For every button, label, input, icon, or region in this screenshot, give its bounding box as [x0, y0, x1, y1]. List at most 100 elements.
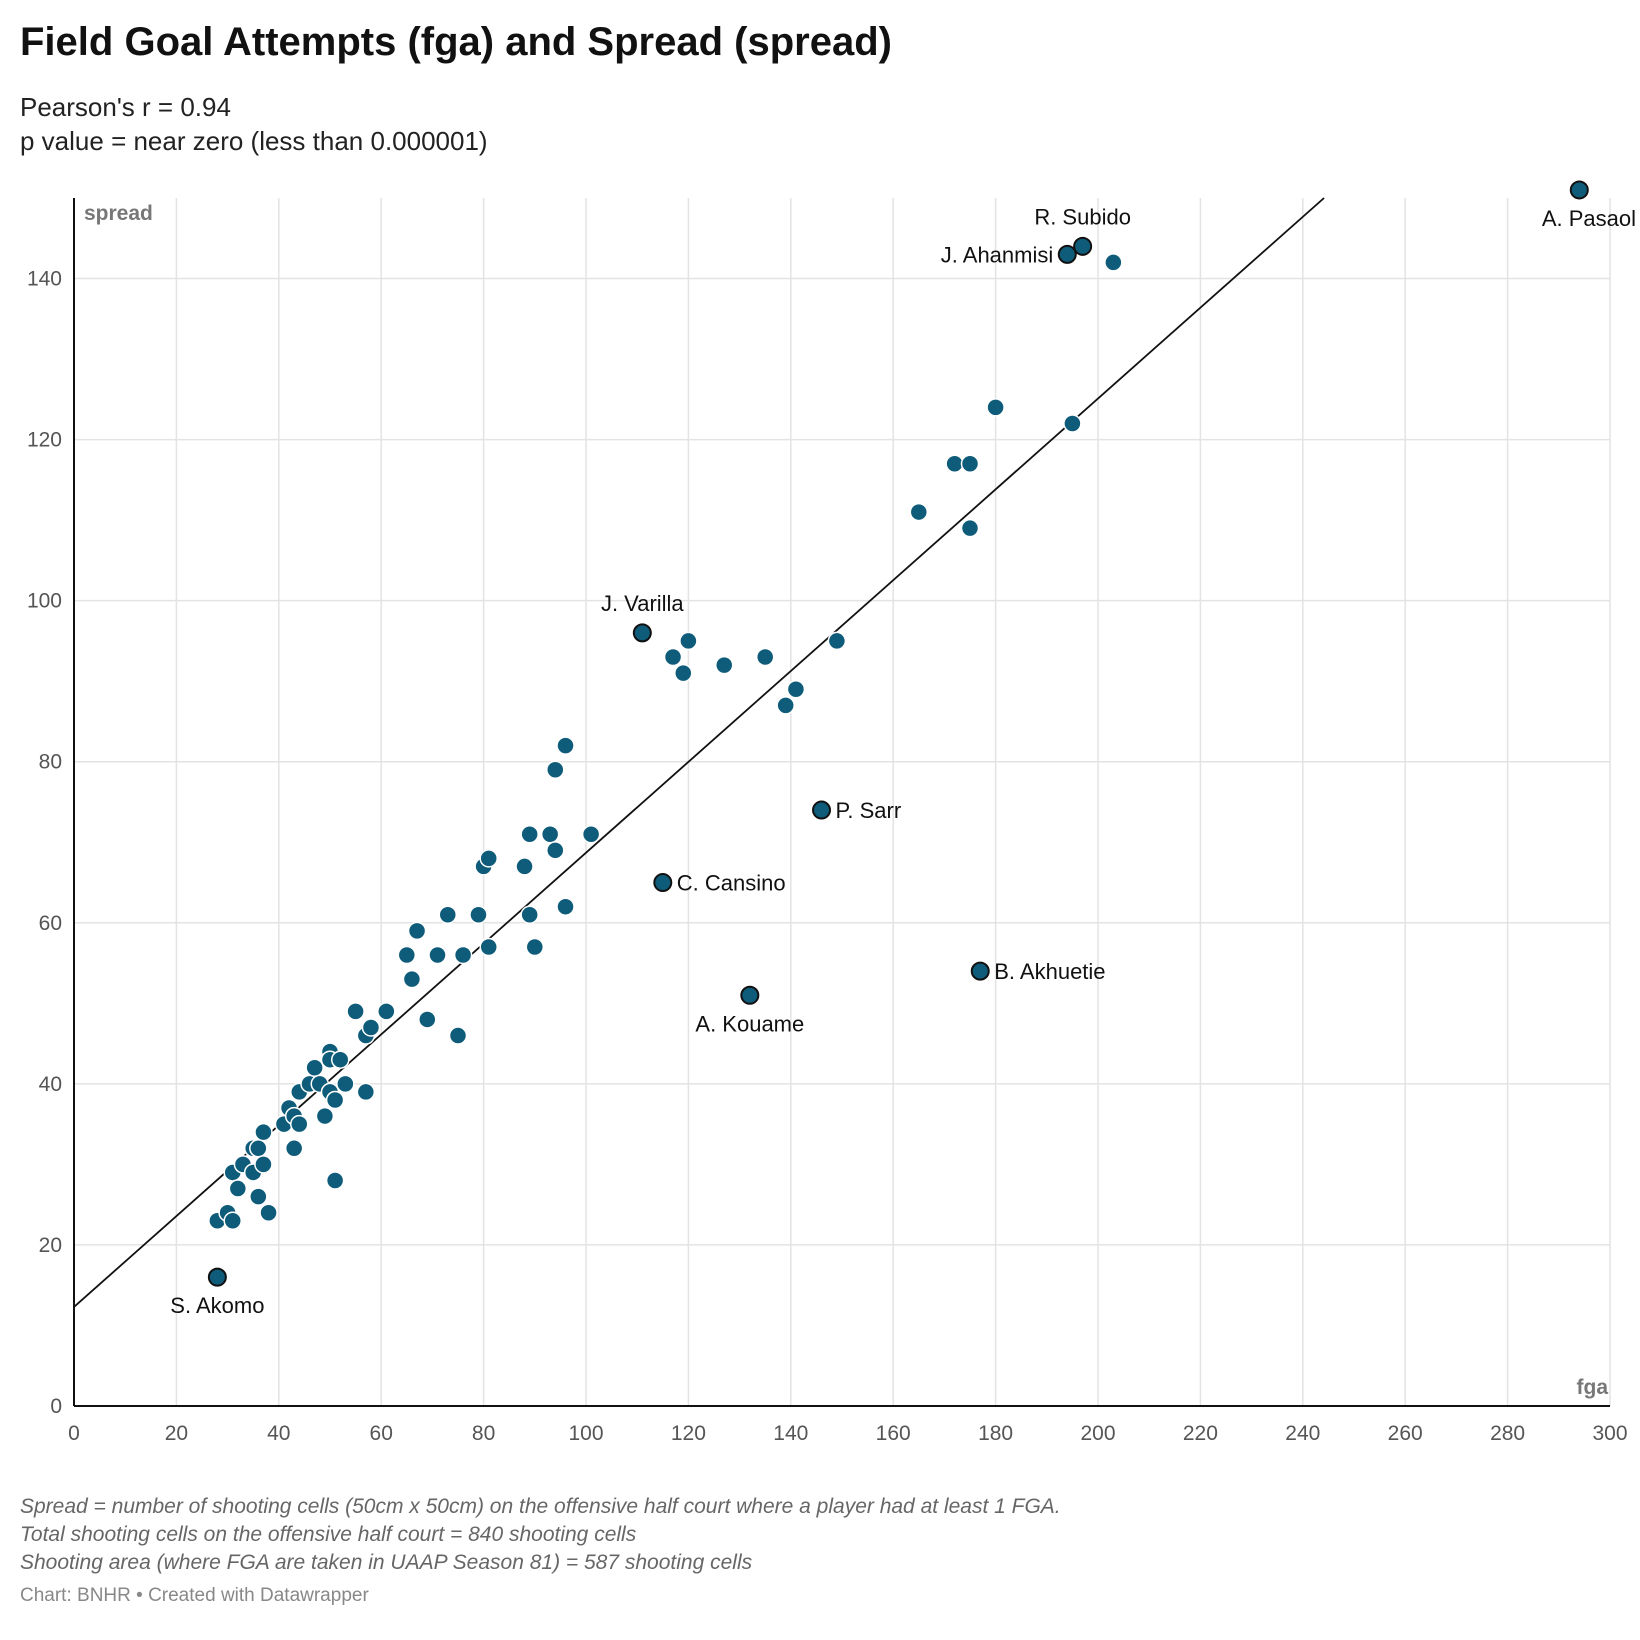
data-point	[336, 1074, 355, 1094]
data-point	[540, 824, 560, 844]
point-label: A. Kouame	[695, 1011, 804, 1036]
data-point	[315, 1106, 335, 1126]
point-label: C. Cansino	[677, 871, 786, 896]
data-point	[397, 945, 417, 965]
data-point	[377, 1002, 396, 1021]
data-point	[546, 760, 565, 780]
point-labels-layer: A. Pasaol R. Subido J. Ahanmisi J. Varilla P…	[170, 204, 1636, 1318]
footnote-shooting-area: Shooting area (where FGA are taken in UA…	[20, 1551, 753, 1574]
point-label: J. Ahanmisi	[941, 242, 1054, 267]
data-point	[469, 905, 488, 924]
x-tick-label: 280	[1490, 1422, 1525, 1445]
data-point	[438, 905, 458, 924]
data-point	[520, 905, 539, 924]
data-point	[960, 454, 980, 474]
data-point	[356, 1082, 376, 1102]
data-point	[827, 631, 847, 651]
data-point	[330, 1050, 350, 1069]
x-tick-label: 220	[1183, 1422, 1218, 1445]
data-point	[515, 857, 534, 876]
data-point	[254, 1122, 273, 1142]
data-point	[674, 663, 693, 683]
y-tick-label: 20	[39, 1234, 62, 1257]
data-point	[546, 841, 565, 860]
data-point	[755, 647, 775, 667]
data-point	[305, 1058, 324, 1078]
highlighted-point	[1569, 180, 1589, 200]
data-point	[259, 1203, 278, 1222]
y-axis-title: spread	[84, 202, 153, 225]
data-point	[223, 1211, 242, 1231]
data-point	[346, 1002, 365, 1021]
point-label: R. Subido	[1034, 204, 1131, 229]
y-tick-label: 60	[39, 912, 62, 935]
x-tick-label: 260	[1388, 1422, 1423, 1445]
chart-subtitle-pvalue: p value = near zero (less than 0.000001)	[20, 126, 488, 156]
point-label: J. Varilla	[601, 591, 684, 616]
data-point	[418, 1010, 437, 1029]
data-point	[520, 824, 539, 844]
data-point	[525, 937, 545, 957]
data-point	[1063, 414, 1082, 433]
data-point	[325, 1171, 345, 1190]
highlighted-point	[632, 623, 652, 643]
y-tick-label: 0	[50, 1395, 62, 1418]
highlighted-point	[970, 961, 990, 981]
data-point	[556, 736, 575, 755]
x-axis-title: fga	[1577, 1376, 1609, 1399]
x-tick-label: 160	[876, 1422, 911, 1445]
data-point	[986, 398, 1005, 417]
data-point	[1104, 253, 1123, 272]
data-point	[325, 1090, 345, 1110]
data-point	[254, 1155, 273, 1174]
y-tick-label: 140	[27, 268, 62, 291]
data-point	[786, 680, 806, 699]
axis-layer: 0 20 40 60 80 100 120 140 160 180 200 220 240 260 280 3…	[27, 198, 1628, 1445]
data-point	[249, 1187, 268, 1206]
y-tick-label: 100	[27, 590, 62, 613]
points-layer	[207, 180, 1589, 1287]
data-point	[556, 897, 575, 916]
data-point	[249, 1139, 268, 1158]
data-point	[663, 647, 683, 667]
highlighted-point	[812, 800, 832, 820]
x-tick-label: 20	[165, 1422, 188, 1445]
data-point	[402, 969, 422, 989]
data-point	[228, 1179, 248, 1198]
highlighted-point	[653, 873, 673, 893]
data-point	[361, 1018, 381, 1037]
x-tick-label: 100	[568, 1422, 603, 1445]
x-tick-label: 240	[1285, 1422, 1320, 1445]
point-label: S. Akomo	[170, 1293, 264, 1318]
data-point	[407, 921, 427, 941]
x-tick-label: 0	[68, 1422, 80, 1445]
x-tick-label: 300	[1592, 1422, 1627, 1445]
data-point	[448, 1026, 468, 1045]
data-point	[290, 1114, 309, 1134]
y-tick-label: 40	[39, 1073, 62, 1096]
data-point	[909, 502, 929, 522]
footnote-total-cells: Total shooting cells on the offensive ha…	[20, 1523, 637, 1546]
data-point	[960, 518, 980, 538]
point-label: P. Sarr	[836, 798, 902, 823]
data-point	[581, 824, 601, 844]
data-point	[453, 945, 473, 965]
data-point	[714, 655, 734, 675]
x-tick-label: 200	[1080, 1422, 1115, 1445]
x-tick-label: 40	[267, 1422, 290, 1445]
y-tick-label: 80	[39, 751, 62, 774]
chart-credit: Chart: BNHR • Created with Datawrapper	[20, 1585, 369, 1606]
x-tick-label: 180	[978, 1422, 1013, 1445]
highlighted-point	[207, 1267, 227, 1287]
x-tick-label: 140	[773, 1422, 808, 1445]
data-point	[945, 454, 964, 474]
x-tick-label: 80	[472, 1422, 495, 1445]
data-point	[776, 696, 795, 715]
data-point	[284, 1139, 304, 1158]
grid-layer	[74, 198, 1611, 1406]
data-point	[428, 945, 447, 965]
y-tick-label: 120	[27, 429, 62, 452]
point-label: A. Pasaol	[1542, 206, 1636, 231]
scatter-chart: 0 20 40 60 80 100 120 140 160 180 200 220 240 260 280 3…	[27, 180, 1636, 1445]
data-point	[479, 937, 498, 957]
